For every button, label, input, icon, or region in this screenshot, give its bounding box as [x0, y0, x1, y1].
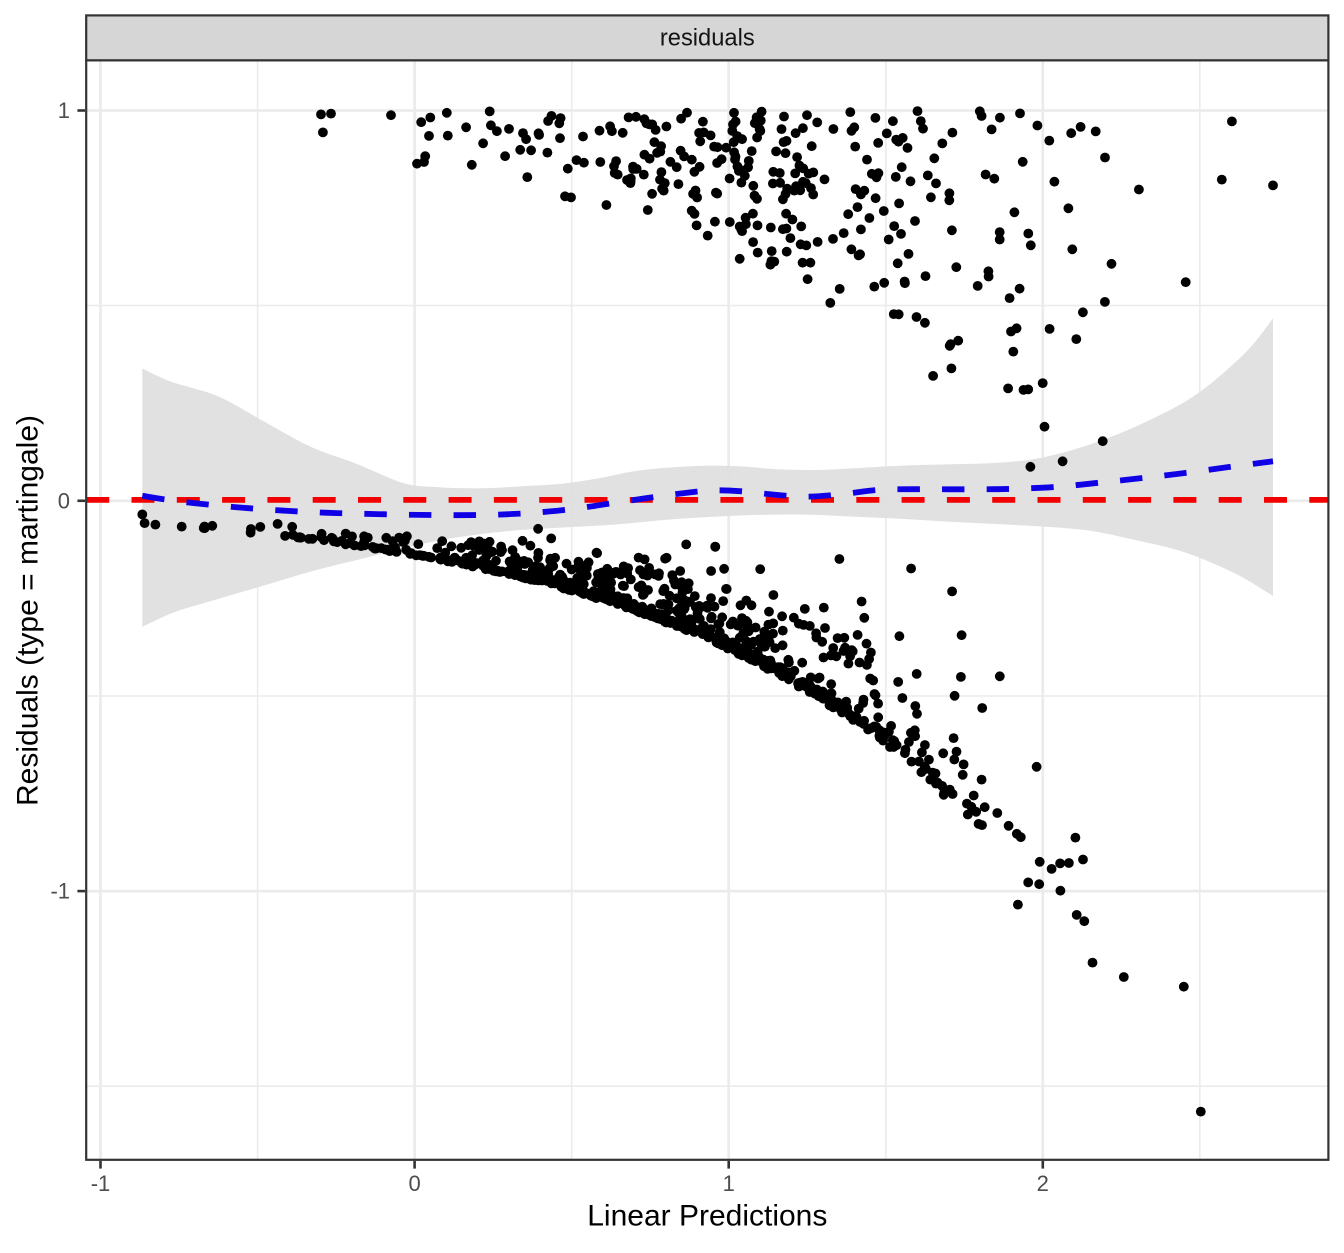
svg-text:Residuals (type = martingale): Residuals (type = martingale): [12, 415, 45, 806]
svg-text:-1: -1: [91, 1171, 111, 1196]
svg-text:-1: -1: [50, 879, 70, 904]
svg-text:1: 1: [723, 1171, 735, 1196]
svg-text:2: 2: [1037, 1171, 1049, 1196]
svg-text:Linear Predictions: Linear Predictions: [587, 1200, 827, 1233]
svg-text:1: 1: [58, 98, 70, 123]
svg-text:0: 0: [408, 1171, 420, 1196]
svg-text:0: 0: [58, 488, 70, 513]
svg-text:residuals: residuals: [660, 26, 755, 52]
